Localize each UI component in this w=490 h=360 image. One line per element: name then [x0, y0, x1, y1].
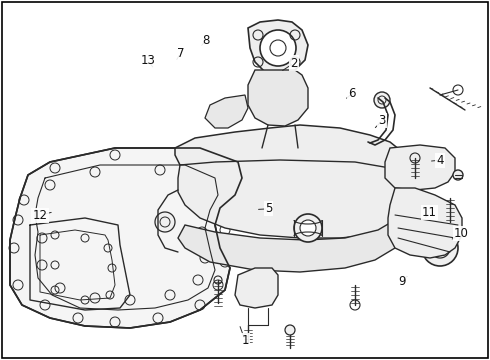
Polygon shape	[205, 95, 248, 128]
Text: 13: 13	[141, 54, 155, 67]
Circle shape	[285, 325, 295, 335]
Circle shape	[155, 212, 175, 232]
Text: 1: 1	[241, 334, 249, 347]
Polygon shape	[388, 188, 462, 258]
Circle shape	[374, 92, 390, 108]
Text: 4: 4	[436, 154, 444, 167]
Polygon shape	[178, 160, 402, 238]
Text: 3: 3	[378, 114, 386, 127]
Polygon shape	[235, 268, 278, 308]
Text: 11: 11	[422, 206, 437, 219]
Text: 10: 10	[454, 227, 469, 240]
Text: 5: 5	[265, 202, 272, 215]
Text: 7: 7	[176, 47, 184, 60]
Polygon shape	[10, 148, 242, 328]
Text: 12: 12	[33, 209, 48, 222]
Circle shape	[294, 214, 322, 242]
Text: 6: 6	[348, 87, 356, 100]
Text: 9: 9	[398, 275, 406, 288]
Text: 8: 8	[202, 34, 210, 47]
Circle shape	[300, 220, 316, 236]
Circle shape	[260, 30, 296, 66]
Circle shape	[422, 230, 458, 266]
Circle shape	[430, 238, 450, 258]
Polygon shape	[175, 125, 400, 170]
Polygon shape	[178, 220, 400, 272]
Polygon shape	[385, 145, 455, 190]
Polygon shape	[248, 20, 308, 75]
Polygon shape	[248, 70, 308, 126]
Circle shape	[453, 170, 463, 180]
Text: 2: 2	[290, 57, 298, 69]
